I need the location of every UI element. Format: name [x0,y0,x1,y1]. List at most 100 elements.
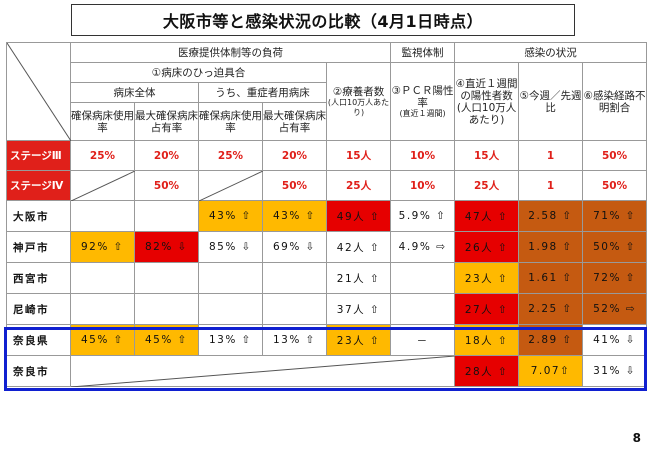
data-cell: 13% ⇧ [262,324,327,356]
row-label: 神戸市 [6,231,71,263]
row-label: 奈良市 [6,355,71,387]
recuperating-label: ②療養者数 [332,85,385,98]
header-infection: 感染の状況 [454,42,648,63]
stage-3-label: ステージⅢ [6,140,71,171]
data-cell: 28人 ⇧ [454,355,520,387]
recuperating-sub: (人口10万人あたり) [327,97,390,117]
header-occupancy: 最大確保病床占有率 [134,102,199,141]
stage-cell: 10% [390,170,456,201]
data-cell [262,293,327,325]
pcr-sub: (直近１週間) [399,108,446,118]
stage-cell-empty [70,170,135,201]
data-cell: 1.61 ⇧ [518,262,584,294]
not-applicable-cell [69,355,456,387]
data-cell [390,262,456,294]
stage-cell: 1 [518,140,584,171]
data-cell [70,200,135,232]
page-title: 大阪市等と感染状況の比較（4月1日時点） [71,4,575,36]
stage-cell: 25人 [325,170,392,201]
data-cell: 69% ⇩ [262,231,327,263]
data-cell: 52% ⇨ [582,293,648,325]
data-cell [70,262,135,294]
stage-cell: 25% [198,140,263,171]
row-label: 西宮市 [6,262,71,294]
data-cell: 4.9% ⇨ [390,231,456,263]
data-cell: 49人 ⇧ [325,200,392,232]
data-cell: 2.25 ⇧ [518,293,584,325]
header-medical: 医療提供体制等の負荷 [69,42,392,63]
header-pcr: ③ＰＣＲ陽性率 (直近１週間) [390,62,456,141]
data-cell: 71% ⇧ [582,200,648,232]
row-label: 大阪市 [6,200,71,232]
stage-3-row: ステージⅢ 25% 20% 25% 20% 15人 10% 15人 1 50% [6,140,648,171]
header-recuperating: ②療養者数 (人口10万人あたり) [325,62,392,141]
stage-cell: 1 [518,170,584,201]
data-cell [390,293,456,325]
row-kobe: 神戸市 92% ⇧ 82% ⇩ 85% ⇩ 69% ⇩ 42人 ⇧ 4.9% ⇨… [6,231,648,263]
data-cell: 5.9% ⇧ [390,200,456,232]
data-cell: 72% ⇧ [582,262,648,294]
data-cell: 23人 ⇧ [325,324,392,356]
data-cell: 18人 ⇧ [454,324,520,356]
stage-cell: 25人 [454,170,520,201]
data-cell: 37人 ⇧ [325,293,392,325]
data-cell [70,293,135,325]
data-cell: 31% ⇩ [582,355,648,387]
comparison-table: 医療提供体制等の負荷 監視体制 感染の状況 ①病床のひっ迫具合 ②療養者数 (人… [6,42,648,387]
data-cell [134,200,199,232]
stage-cell: 50% [582,140,648,171]
data-cell: 43% ⇧ [198,200,263,232]
header-use-rate: 確保病床使用率 [70,102,135,141]
data-cell [134,293,199,325]
row-nishinomiya: 西宮市 21人 ⇧ 23人 ⇧ 1.61 ⇧ 72% ⇧ [6,262,648,294]
page-number: 8 [632,431,641,445]
data-cell: 41% ⇩ [582,324,648,356]
data-cell: 2.58 ⇧ [518,200,584,232]
stage-cell-empty [198,170,263,201]
data-cell [198,293,263,325]
header-unknown-route: ⑥感染経路不明割合 [582,62,648,141]
data-cell: 1.98 ⇧ [518,231,584,263]
data-cell: 42人 ⇧ [325,231,392,263]
stage-cell: 50% [262,170,327,201]
stage-4-label: ステージⅣ [6,170,71,201]
row-label: 奈良県 [6,324,71,356]
header-bed-tightness: ①病床のひっ迫具合 [70,62,327,83]
data-cell: － [390,324,456,356]
data-cell: 7.07⇧ [518,355,584,387]
data-cell: 92% ⇧ [70,231,135,263]
data-cell [134,262,199,294]
header-use-rate-severe: 確保病床使用率 [198,102,263,141]
header-recent-week: ④直近１週間の陽性者数(人口10万人あたり) [454,62,520,141]
data-cell: 13% ⇧ [198,324,263,356]
stage-cell: 25% [70,140,135,171]
stage-cell: 15人 [325,140,392,171]
data-cell: 27人 ⇧ [454,293,520,325]
data-cell: 43% ⇧ [262,200,327,232]
stage-cell: 20% [134,140,199,171]
header-week-ratio: ⑤今週／先週比 [518,62,584,141]
stage-cell: 20% [262,140,327,171]
data-cell [262,262,327,294]
data-cell: 2.89 ⇧ [518,324,584,356]
data-cell: 23人 ⇧ [454,262,520,294]
stage-cell: 50% [582,170,648,201]
data-cell [198,262,263,294]
stage-cell: 15人 [454,140,520,171]
row-osaka: 大阪市 43% ⇧ 43% ⇧ 49人 ⇧ 5.9% ⇧ 47人 ⇧ 2.58 … [6,200,648,232]
header-all-beds: 病床全体 [70,82,199,103]
stage-cell: 50% [134,170,199,201]
row-nara-pref: 奈良県 45% ⇧ 45% ⇧ 13% ⇧ 13% ⇧ 23人 ⇧ － 18人 … [6,324,648,356]
data-cell: 82% ⇩ [134,231,199,263]
stage-cell: 10% [390,140,456,171]
corner-cell [6,42,71,141]
pcr-label: ③ＰＣＲ陽性率 [391,84,454,109]
row-amagasaki: 尼崎市 37人 ⇧ 27人 ⇧ 2.25 ⇧ 52% ⇨ [6,293,648,325]
data-cell: 45% ⇧ [70,324,135,356]
header-occupancy-severe: 最大確保病床占有率 [262,102,327,141]
header-surveillance: 監視体制 [390,42,456,63]
data-cell: 47人 ⇧ [454,200,520,232]
data-cell: 45% ⇧ [134,324,199,356]
data-cell: 50% ⇧ [582,231,648,263]
stage-4-row: ステージⅣ 50% 50% 25人 10% 25人 1 50% [6,170,648,201]
